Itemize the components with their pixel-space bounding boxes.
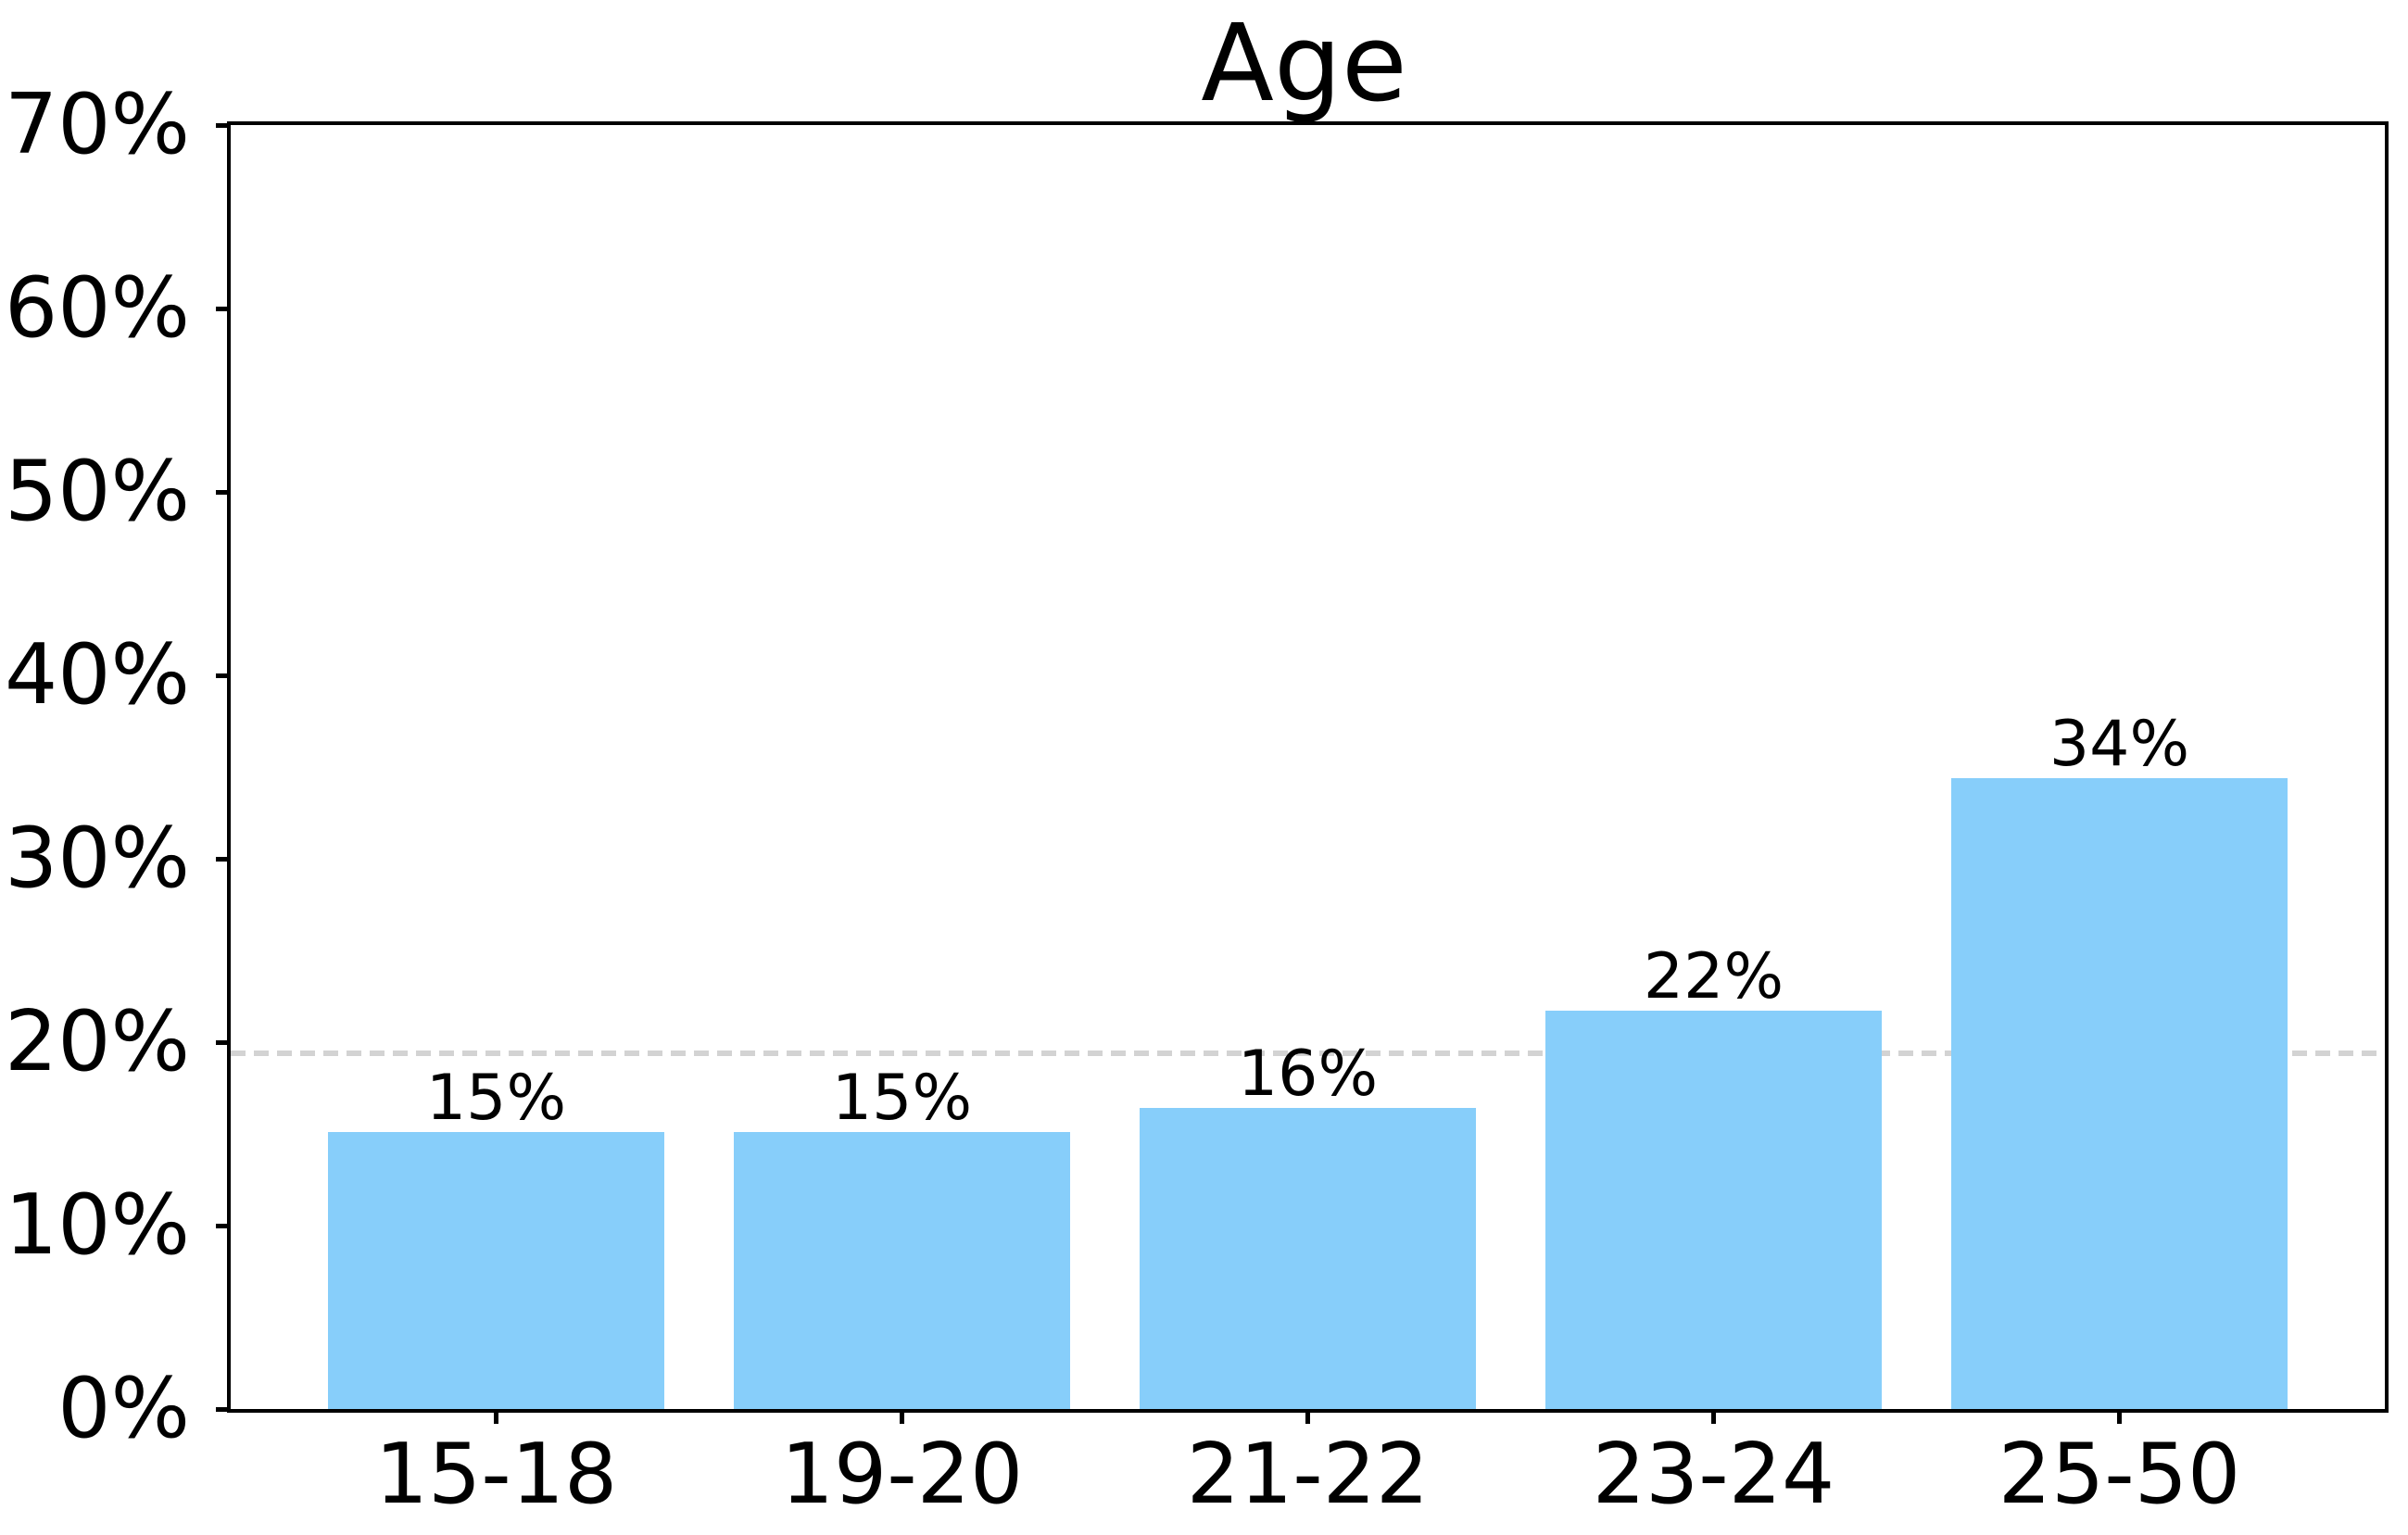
y-axis-tick-mark — [216, 673, 231, 678]
x-axis-tick-label: 21-22 — [1186, 1426, 1430, 1523]
bar-value-label: 15% — [831, 1062, 973, 1136]
y-axis-tick-mark — [216, 856, 231, 862]
y-axis-tick-mark — [216, 1406, 231, 1412]
y-axis-tick-label: 40% — [4, 626, 190, 723]
y-axis-tick-label: 60% — [4, 259, 190, 357]
bar-15-18 — [328, 1132, 664, 1409]
y-axis-tick-label: 50% — [4, 443, 190, 540]
bar-25-50 — [1951, 777, 2288, 1409]
x-axis-tick-label: 15-18 — [374, 1426, 618, 1523]
y-axis-tick-label: 70% — [4, 76, 190, 173]
y-axis-tick-mark — [216, 122, 231, 128]
bar-value-label: 16% — [1237, 1038, 1379, 1112]
bar-value-label: 22% — [1643, 940, 1784, 1014]
y-axis-tick-mark — [216, 1039, 231, 1045]
x-axis-tick-mark — [1305, 1409, 1310, 1424]
bar-value-label: 15% — [425, 1062, 567, 1136]
x-axis-tick-label: 25-50 — [1998, 1426, 2241, 1523]
x-axis-tick-mark — [1711, 1409, 1716, 1424]
y-axis-tick-label: 30% — [4, 810, 190, 907]
bar-23-24 — [1545, 1011, 1882, 1409]
x-axis-tick-mark — [2117, 1409, 2122, 1424]
plot-area: 0% 10% 20% 30% 40% 50% 60% 70% 15% 15-18 15% 19-20 1… — [5, 83, 2389, 1516]
x-axis-tick-mark — [494, 1409, 498, 1424]
bar-21-22 — [1140, 1108, 1476, 1409]
x-axis-tick-label: 23-24 — [1592, 1426, 1835, 1523]
y-axis-tick-label: 20% — [4, 993, 190, 1090]
y-axis-tick-mark — [216, 1223, 231, 1228]
x-axis-tick-mark — [900, 1409, 904, 1424]
y-axis-tick-mark — [216, 306, 231, 311]
y-axis-tick-label: 0% — [57, 1360, 190, 1457]
x-axis-tick-label: 19-20 — [780, 1426, 1024, 1523]
y-axis-tick-mark — [216, 489, 231, 495]
bar-19-20 — [734, 1132, 1070, 1409]
chart-title: Age — [1201, 2, 1407, 126]
reference-dashed-line — [231, 1050, 2385, 1056]
bar-value-label: 34% — [2049, 707, 2190, 781]
y-axis-tick-label: 10% — [4, 1176, 190, 1274]
